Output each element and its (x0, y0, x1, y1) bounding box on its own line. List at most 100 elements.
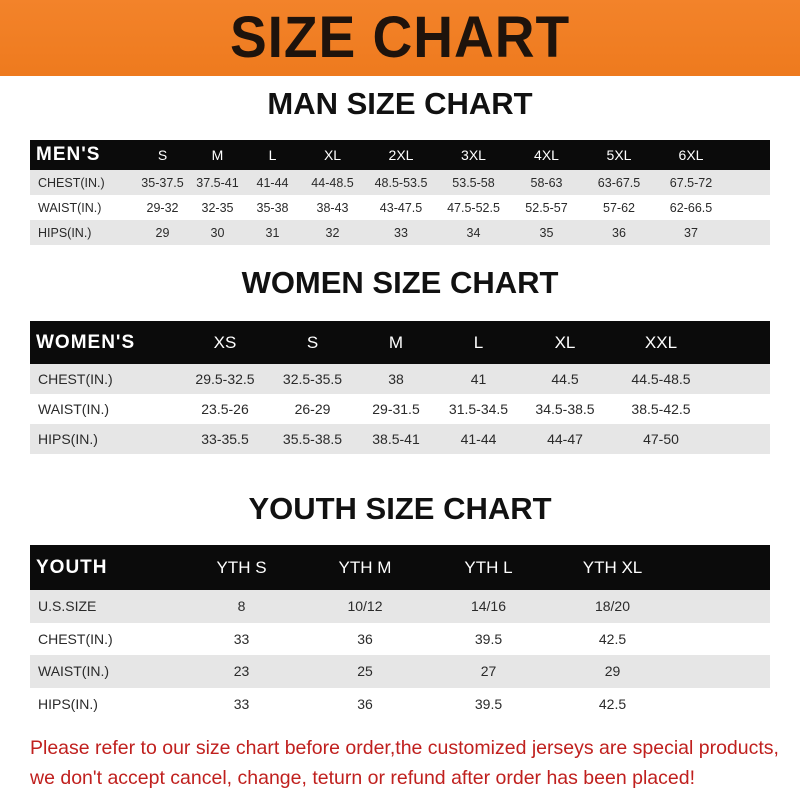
youth-section-title: YOUTH SIZE CHART (248, 491, 552, 526)
measurement-value: 35-38 (256, 200, 289, 215)
table-row: HIPS(IN.) 33 36 39.5 42.5 (30, 688, 770, 721)
measurement-value: 37 (655, 220, 727, 245)
table-row: WAIST(IN.) 29-32 32-35 35-38 38-43 43-47.5 47.… (30, 195, 770, 220)
size-column-header: L (437, 321, 520, 364)
measurement-value: 35.5-38.5 (270, 424, 355, 454)
measurement-value: 30 (190, 220, 245, 245)
table-category-label: YOUTH (30, 545, 180, 590)
size-column-header: 4XL (510, 140, 583, 170)
measurement-value: 23.5-26 (201, 401, 249, 417)
measurement-value: 25 (303, 655, 427, 688)
measurement-label: WAIST(IN.) (30, 655, 180, 688)
measurement-value: 48.5-53.5 (365, 170, 437, 195)
measurement-value: 38-43 (316, 200, 349, 215)
measurement-value: 8 (180, 590, 303, 623)
table-row: WAIST(IN.) 23.5-26 26-29 29-31.5 31.5-34.5 34… (30, 394, 770, 424)
size-column-header: S (135, 140, 190, 170)
measurement-label: WAIST(IN.) (38, 401, 110, 417)
measurement-value: 32 (300, 220, 365, 245)
measurement-label: U.S.SIZE (30, 590, 180, 623)
measurement-label: HIPS(IN.) (38, 695, 98, 712)
size-column-header: L (245, 140, 300, 170)
size-column-header: XXL (610, 321, 712, 364)
measurement-value: 35-37.5 (135, 170, 190, 195)
measurement-value: 31.5-34.5 (448, 401, 509, 417)
measurement-value: 53.5-58 (437, 170, 510, 195)
measurement-value: 36 (357, 630, 373, 647)
measurement-value: 33 (233, 695, 250, 712)
size-column-header: 6XL (655, 140, 727, 170)
size-column-header: M (355, 321, 437, 364)
men-size-table: MEN'S S M L XL 2XL 3XL 4XL 5XL 6XL CHEST(IN.) 35-37… (30, 140, 770, 245)
measurement-value: 27 (427, 655, 550, 688)
measurement-value: 26-29 (294, 401, 331, 417)
table-row: CHEST(IN.) 35-37.5 37.5-41 41-44 44-48.5 48.5… (30, 170, 770, 195)
measurement-value: 14/16 (427, 590, 550, 623)
measurement-value: 33 (233, 630, 250, 647)
measurement-value: 33 (365, 220, 437, 245)
table-row: CHEST(IN.) 33 36 39.5 42.5 (30, 623, 770, 656)
row-filler (727, 220, 770, 245)
header-row: WOMEN'S XS S M L XL XXL (30, 321, 770, 364)
header-filler (712, 321, 770, 364)
size-column-header: YTH XL (550, 545, 675, 590)
measurement-value: 32.5-35.5 (270, 364, 355, 394)
header-filler (727, 140, 770, 170)
measurement-value: 42.5 (598, 695, 627, 712)
notice-line-2: we don't accept cancel, change, teturn o… (30, 767, 695, 789)
size-column-header: YTH M (303, 545, 427, 590)
measurement-value: 44.5 (520, 364, 610, 394)
measurement-value: 35 (510, 220, 583, 245)
youth-size-table: YOUTH YTH S YTH M YTH L YTH XL U.S.SIZE 8 10/12… (30, 545, 770, 720)
size-column-header: 2XL (365, 140, 437, 170)
women-section-title: WOMEN SIZE CHART (241, 265, 559, 300)
measurement-value: 47.5-52.5 (447, 200, 500, 215)
table-category-label: MEN'S (30, 140, 135, 170)
table-category-label: WOMEN'S (30, 321, 180, 364)
measurement-value: 36 (357, 695, 373, 712)
row-filler (675, 623, 770, 656)
measurement-value: 29 (135, 220, 190, 245)
measurement-value: 44-47 (520, 424, 610, 454)
size-column-header: 5XL (583, 140, 655, 170)
measurement-value: 10/12 (303, 590, 427, 623)
measurement-label: CHEST(IN.) (30, 364, 180, 394)
measurement-value: 42.5 (598, 630, 627, 647)
table-row: HIPS(IN.) 33-35.5 35.5-38.5 38.5-41 41-44 44-… (30, 424, 770, 454)
measurement-value: 38 (355, 364, 437, 394)
size-column-header: S (270, 321, 355, 364)
row-filler (712, 394, 770, 424)
measurement-value: 39.5 (474, 695, 503, 712)
measurement-value: 31 (245, 220, 300, 245)
measurement-value: 62-66.5 (669, 200, 713, 215)
measurement-value: 67.5-72 (655, 170, 727, 195)
table-row: WAIST(IN.) 23 25 27 29 (30, 655, 770, 688)
size-column-header: YTH S (180, 545, 303, 590)
women-size-table: WOMEN'S XS S M L XL XXL CHEST(IN.) 29.5-32.5 32.5… (30, 321, 770, 454)
measurement-value: 41-44 (437, 424, 520, 454)
measurement-label: WAIST(IN.) (38, 200, 102, 215)
measurement-value: 52.5-57 (525, 200, 568, 215)
measurement-value: 41 (437, 364, 520, 394)
main-title: SIZE CHART (229, 5, 571, 70)
size-column-header: XL (300, 140, 365, 170)
measurement-value: 29.5-32.5 (180, 364, 270, 394)
measurement-value: 43-47.5 (379, 200, 423, 215)
measurement-value: 33-35.5 (180, 424, 270, 454)
row-filler (727, 170, 770, 195)
notice-line-1: Please refer to our size chart before or… (30, 737, 779, 759)
table-row: U.S.SIZE 8 10/12 14/16 18/20 (30, 590, 770, 623)
measurement-value: 36 (583, 220, 655, 245)
measurement-label: CHEST(IN.) (38, 630, 113, 647)
size-column-header: XS (180, 321, 270, 364)
row-filler (675, 590, 770, 623)
row-filler (712, 364, 770, 394)
measurement-value: 47-50 (610, 424, 712, 454)
measurement-value: 57-62 (603, 200, 635, 215)
measurement-value: 44.5-48.5 (610, 364, 712, 394)
table-row: CHEST(IN.) 29.5-32.5 32.5-35.5 38 41 44.5 44.5… (30, 364, 770, 394)
measurement-value: 34.5-38.5 (535, 401, 595, 417)
size-column-header: M (190, 140, 245, 170)
measurement-value: 63-67.5 (583, 170, 655, 195)
size-column-header: 3XL (437, 140, 510, 170)
